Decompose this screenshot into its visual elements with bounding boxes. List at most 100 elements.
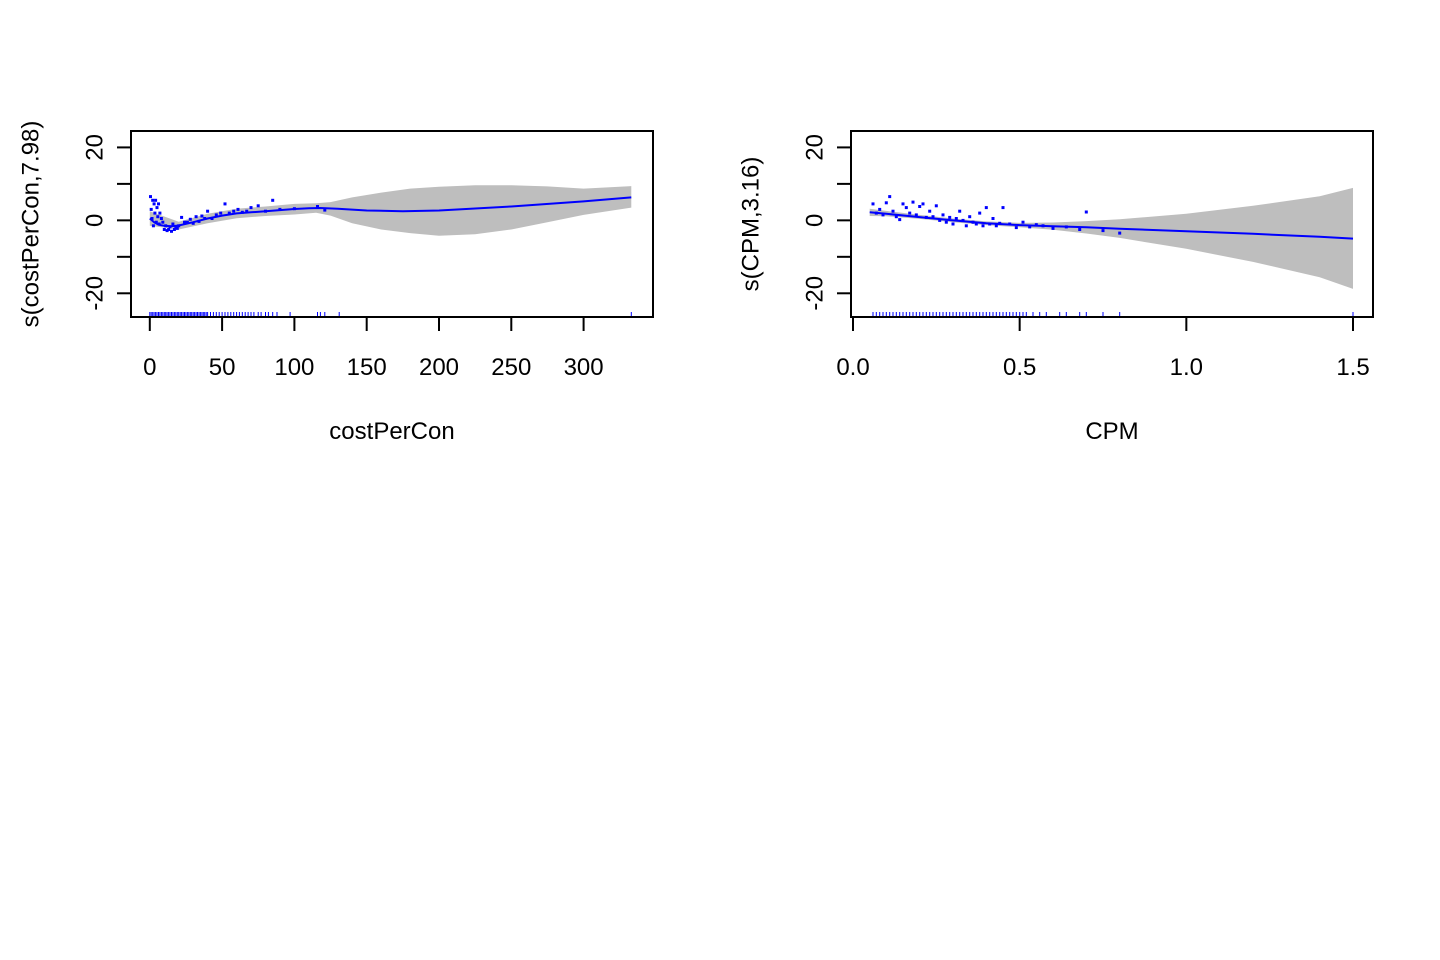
- residual-point: [878, 207, 882, 211]
- residual-point: [1084, 210, 1088, 214]
- residual-point: [1118, 231, 1122, 235]
- y-axis: -20 0 20: [82, 134, 132, 311]
- residual-point: [161, 220, 165, 224]
- x-tick-label: 200: [419, 354, 459, 381]
- residual-point: [948, 215, 952, 219]
- residual-point: [180, 215, 184, 219]
- residual-point: [206, 209, 210, 213]
- residual-point: [954, 217, 958, 220]
- residual-point: [236, 207, 240, 211]
- residual-point: [911, 200, 915, 204]
- residual-point: [951, 222, 955, 226]
- residual-point: [167, 228, 171, 231]
- residual-point: [256, 204, 260, 208]
- residual-point: [921, 202, 925, 206]
- residual-point: [1101, 229, 1105, 233]
- residual-point: [159, 217, 163, 220]
- residual-point: [1001, 206, 1005, 210]
- residual-point: [974, 222, 978, 226]
- x-tick-label: 0: [143, 354, 156, 381]
- residual-point: [931, 215, 935, 219]
- residual-point: [158, 211, 162, 215]
- residual-point: [156, 215, 160, 219]
- x-axis-label: CPM: [1085, 418, 1138, 445]
- residual-point: [901, 202, 905, 206]
- residual-point: [1028, 225, 1032, 229]
- residual-point: [944, 220, 948, 224]
- x-axis: 0 50 100 150 200 250 300: [143, 316, 604, 381]
- residual-point: [175, 226, 179, 230]
- x-tick-label: 1.0: [1170, 354, 1203, 381]
- rug-layer: [872, 312, 1354, 316]
- residual-point: [928, 209, 932, 213]
- residual-point: [894, 215, 898, 219]
- residual-point: [245, 209, 249, 213]
- x-axis-label: costPerCon: [329, 418, 454, 445]
- y-axis: -20 0 20: [802, 134, 852, 311]
- residual-point: [223, 202, 227, 206]
- rug-layer: [149, 312, 632, 316]
- residual-point: [194, 215, 198, 219]
- residual-point: [323, 208, 327, 212]
- panel-costpercon: 0 50 100 150 200 250 300 -20 0 20 costPerCon s(c…: [18, 121, 654, 445]
- y-tick-label: -20: [802, 276, 829, 311]
- residual-point: [154, 198, 158, 202]
- residual-point: [881, 213, 885, 217]
- residual-point: [249, 206, 253, 210]
- residual-point: [170, 229, 173, 233]
- smooth-line-layer: [869, 211, 1354, 240]
- residual-point: [981, 224, 985, 228]
- residual-point: [938, 218, 942, 222]
- residual-point: [978, 211, 982, 215]
- residual-point: [155, 206, 159, 210]
- y-tick-label: 20: [802, 134, 829, 161]
- residual-point: [214, 213, 218, 217]
- residual-point: [227, 211, 231, 215]
- residual-point: [149, 207, 153, 211]
- y-axis-label: s(CPM,3.16): [738, 157, 765, 292]
- y-tick-label: 0: [82, 214, 109, 227]
- residual-point: [914, 213, 918, 217]
- residual-point: [964, 224, 968, 228]
- residual-point: [316, 205, 319, 208]
- residual-point: [157, 202, 160, 206]
- smooth-line-layer: [149, 196, 632, 228]
- x-tick-label: 0.5: [1003, 354, 1036, 381]
- residual-point: [908, 211, 912, 215]
- residual-point: [172, 228, 176, 231]
- residual-point: [884, 201, 888, 205]
- residual-point: [152, 202, 156, 206]
- residual-point: [888, 195, 892, 199]
- smooth-line: [869, 211, 1354, 240]
- x-tick-label: 300: [564, 354, 604, 381]
- residual-point: [151, 198, 155, 202]
- residual-point: [994, 224, 998, 228]
- residual-point: [183, 220, 186, 224]
- smooth-line: [149, 196, 632, 228]
- residual-point: [1078, 228, 1082, 231]
- y-axis-label: s(costPerCon,7.98): [18, 121, 45, 328]
- x-axis: 0.0 0.5 1.0 1.5: [836, 316, 1370, 381]
- residual-point: [991, 217, 995, 220]
- y-tick-label: 0: [802, 214, 829, 227]
- residual-point: [153, 211, 157, 215]
- residual-point: [941, 213, 945, 217]
- residual-point: [232, 209, 236, 213]
- residual-point: [150, 217, 154, 220]
- residual-point: [171, 222, 175, 226]
- confidence-band: [869, 187, 1353, 289]
- residual-point: [968, 215, 972, 219]
- residual-point: [891, 209, 895, 213]
- residual-point: [904, 206, 908, 210]
- residual-point: [149, 195, 152, 199]
- residual-point: [934, 204, 938, 208]
- residual-point: [219, 211, 223, 215]
- residual-point: [188, 217, 192, 221]
- y-tick-label: 20: [82, 134, 109, 161]
- panel-cpm: 0.0 0.5 1.0 1.5 -20 0 20 CPM s(CPM,3.16): [738, 130, 1374, 445]
- residual-point: [871, 202, 875, 206]
- x-tick-label: 50: [209, 354, 236, 381]
- residual-point: [154, 220, 158, 224]
- residual-point: [200, 214, 204, 218]
